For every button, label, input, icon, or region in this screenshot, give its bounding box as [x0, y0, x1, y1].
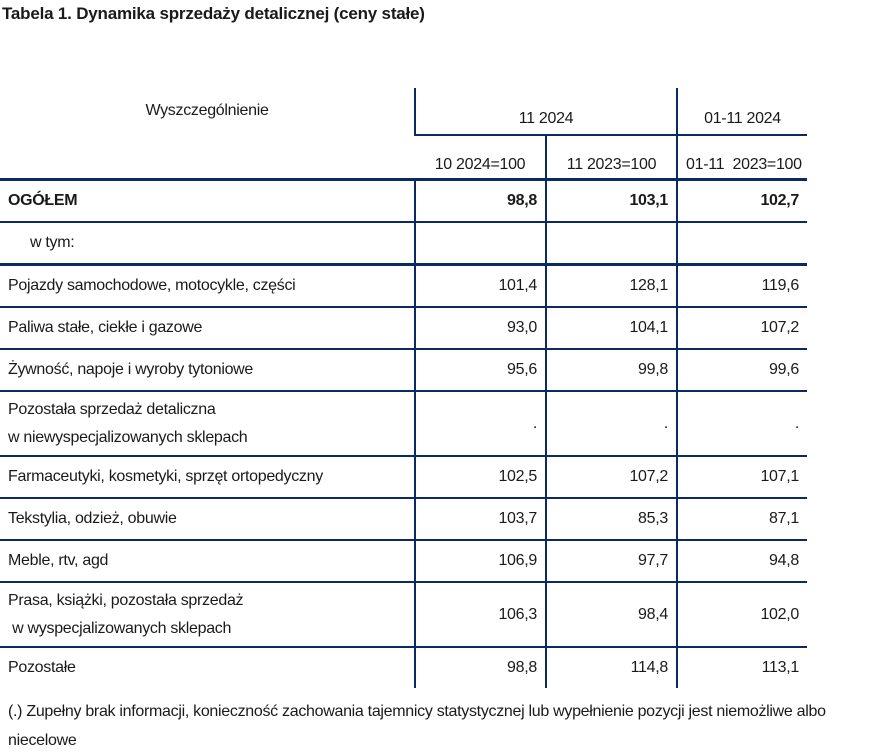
table-row: Pozostała sprzedaż detaliczna w niewyspec… [0, 391, 807, 457]
row-label: w tym: [0, 222, 415, 266]
table-title: Tabela 1. Dynamika sprzedaży detalicznej… [2, 4, 425, 23]
cell-value: 107,1 [676, 456, 807, 499]
row-label: Żywność, napoje i wyroby tytoniowe [0, 349, 415, 392]
header-sub-3: 01-11 2023=100 [676, 135, 807, 180]
cell-value: . [414, 391, 546, 457]
table-row: Prasa, książki, pozostała sprzedaż w wys… [0, 582, 807, 648]
row-label: Pojazdy samochodowe, motocykle, części [0, 264, 415, 308]
cell-value: 103,1 [545, 179, 677, 223]
cell-value: 87,1 [676, 498, 807, 541]
row-label: Pozostałe [8, 659, 76, 676]
row-label: Pozostała sprzedaż detaliczna w niewyspec… [0, 391, 415, 457]
table-row: Pozostałe 98,8 114,8 113,1 [0, 647, 807, 688]
cell-value: . [676, 391, 807, 457]
cell-empty [414, 222, 546, 266]
cell-value: 106,9 [414, 540, 546, 583]
table-row: Farmaceutyki, kosmetyki, sprzęt ortopedy… [0, 456, 807, 499]
header-sub-2: 11 2023=100 [545, 135, 677, 180]
row-label-line1: Prasa, książki, pozostała sprzedaż [8, 591, 244, 609]
header-group-01-11-2024: 01-11 2024 [676, 88, 807, 136]
row-label-line1: Pozostała sprzedaż detaliczna [8, 400, 216, 418]
cell-value: 113,1 [676, 647, 807, 688]
table-row: Meble, rtv, agd 106,9 97,7 94,8 [0, 540, 807, 583]
cell-value: 85,3 [545, 498, 677, 541]
table-row: Pojazdy samochodowe, motocykle, części 1… [0, 264, 807, 308]
cell-empty [676, 222, 807, 266]
header-group-11-2024: 11 2024 [414, 88, 677, 136]
retail-sales-table: Wyszczególnienie 11 2024 01-11 2024 10 2… [0, 88, 807, 688]
cell-value: 104,1 [545, 307, 677, 350]
cell-value: 98,8 [414, 179, 546, 223]
cell-value: 102,5 [414, 456, 546, 499]
cell-value: 94,8 [676, 540, 807, 583]
table-row: w tym: [0, 222, 807, 266]
header-row-2: 10 2024=100 11 2023=100 01-11 2023=100 [0, 135, 807, 180]
row-label: Meble, rtv, agd [0, 540, 415, 583]
cell-value: 103,7 [414, 498, 546, 541]
cell-value: 128,1 [545, 264, 677, 308]
header-sub-1: 10 2024=100 [434, 156, 526, 173]
row-label: Tekstylia, odzież, obuwie [0, 498, 415, 541]
cell-value: 107,2 [676, 307, 807, 350]
row-label-line2: w niewyspecjalizowanych sklepach [8, 428, 248, 446]
row-label: OGÓŁEM [0, 179, 415, 223]
cell-value: 101,4 [414, 264, 546, 308]
cell-value: 106,3 [414, 582, 546, 648]
cell-value: 98,4 [545, 582, 677, 648]
header-label-col: Wyszczególnienie [145, 102, 269, 119]
footnote: (.) Zupełny brak informacji, konieczność… [8, 703, 826, 749]
cell-value: . [545, 391, 677, 457]
cell-empty [545, 222, 677, 266]
row-label: Prasa, książki, pozostała sprzedaż w wys… [0, 582, 415, 648]
row-label-line2: w wyspecjalizowanych sklepach [8, 619, 232, 637]
cell-value: 98,8 [414, 647, 546, 688]
cell-value: 107,2 [545, 456, 677, 499]
cell-value: 102,7 [676, 179, 807, 223]
cell-value: 99,6 [676, 349, 807, 392]
cell-value: 102,0 [676, 582, 807, 648]
cell-value: 99,8 [545, 349, 677, 392]
row-label: Paliwa stałe, ciekłe i gazowe [0, 307, 415, 350]
cell-value: 114,8 [545, 647, 677, 688]
table-row: Żywność, napoje i wyroby tytoniowe 95,6 … [0, 349, 807, 392]
row-label: Farmaceutyki, kosmetyki, sprzęt ortopedy… [0, 456, 415, 499]
table-row: Tekstylia, odzież, obuwie 103,7 85,3 87,… [0, 498, 807, 541]
cell-value: 95,6 [414, 349, 546, 392]
table-row-total: OGÓŁEM 98,8 103,1 102,7 [0, 179, 807, 223]
cell-value: 119,6 [676, 264, 807, 308]
cell-value: 93,0 [414, 307, 546, 350]
table-row: Paliwa stałe, ciekłe i gazowe 93,0 104,1… [0, 307, 807, 350]
cell-value: 97,7 [545, 540, 677, 583]
header-row-1: Wyszczególnienie 11 2024 01-11 2024 [0, 88, 807, 136]
